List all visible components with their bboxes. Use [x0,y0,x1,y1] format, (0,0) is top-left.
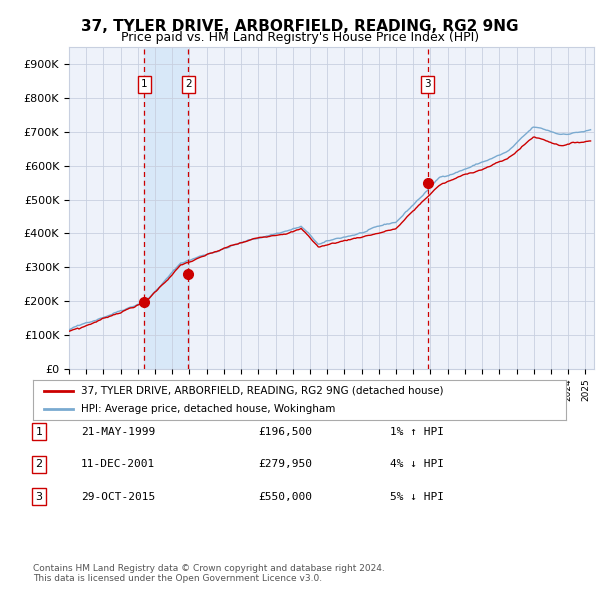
Text: 37, TYLER DRIVE, ARBORFIELD, READING, RG2 9NG: 37, TYLER DRIVE, ARBORFIELD, READING, RG… [81,19,519,34]
Text: £550,000: £550,000 [258,492,312,502]
Text: 3: 3 [35,492,43,502]
Text: 37, TYLER DRIVE, ARBORFIELD, READING, RG2 9NG (detached house): 37, TYLER DRIVE, ARBORFIELD, READING, RG… [81,386,443,396]
Text: 1: 1 [141,80,148,90]
Text: £279,950: £279,950 [258,460,312,469]
Text: 1% ↑ HPI: 1% ↑ HPI [390,427,444,437]
Text: Contains HM Land Registry data © Crown copyright and database right 2024.
This d: Contains HM Land Registry data © Crown c… [33,563,385,583]
Text: 11-DEC-2001: 11-DEC-2001 [81,460,155,469]
Text: 5% ↓ HPI: 5% ↓ HPI [390,492,444,502]
Text: Price paid vs. HM Land Registry's House Price Index (HPI): Price paid vs. HM Land Registry's House … [121,31,479,44]
Text: 21-MAY-1999: 21-MAY-1999 [81,427,155,437]
Text: 4% ↓ HPI: 4% ↓ HPI [390,460,444,469]
Bar [145,47,188,369]
Text: 3: 3 [424,80,431,90]
Text: HPI: Average price, detached house, Wokingham: HPI: Average price, detached house, Woki… [81,404,335,414]
Text: 1: 1 [35,427,43,437]
Text: 29-OCT-2015: 29-OCT-2015 [81,492,155,502]
Text: 2: 2 [185,80,192,90]
Text: £196,500: £196,500 [258,427,312,437]
Text: 2: 2 [35,460,43,469]
